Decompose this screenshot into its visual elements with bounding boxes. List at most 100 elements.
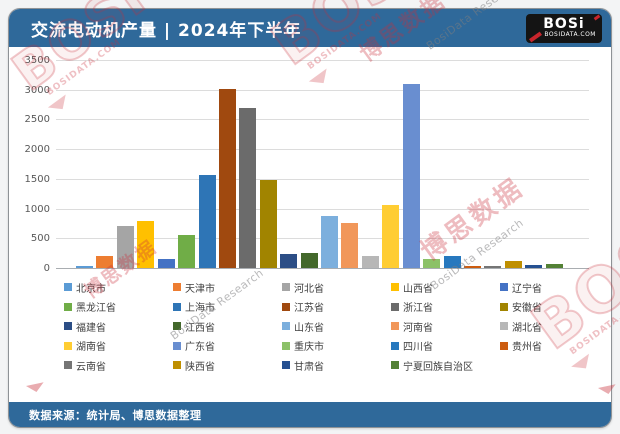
legend-label: 湖南省 — [76, 342, 106, 353]
bar — [137, 221, 155, 268]
legend-label: 上海市 — [185, 303, 215, 314]
y-axis-tick-label: 1500 — [24, 173, 50, 185]
gridline — [56, 60, 589, 61]
legend-item: 湖北省 — [500, 320, 609, 334]
legend-swatch — [282, 361, 290, 369]
legend-label: 云南省 — [76, 361, 106, 373]
gridline — [56, 119, 589, 121]
legend-item: 辽宁省 — [500, 281, 609, 295]
legend-label: 河南省 — [403, 322, 433, 334]
y-axis-tick-label: 2000 — [24, 144, 50, 156]
legend-label: 辽宁省 — [512, 283, 542, 295]
legend-swatch — [500, 302, 508, 311]
legend-swatch — [173, 302, 181, 311]
legend-item: 河北省 — [282, 281, 391, 295]
legend-item: 上海市 — [173, 301, 282, 314]
legend-item: 福建省 — [64, 320, 173, 334]
legend-swatch — [282, 322, 290, 330]
legend-swatch — [173, 322, 181, 330]
plot-area — [56, 60, 589, 269]
chart-area: 0 500 1000 1500 2000 2500 3000 3500 — [9, 47, 611, 279]
logo-slash-icon — [529, 31, 542, 42]
bar — [198, 175, 216, 268]
gridline — [56, 89, 589, 91]
y-axis-tick-label: 500 — [30, 233, 50, 245]
bar — [178, 235, 196, 268]
bar — [423, 258, 441, 268]
legend-swatch — [282, 341, 290, 350]
legend-swatch — [64, 361, 72, 369]
bar — [116, 226, 134, 268]
bar — [280, 254, 298, 268]
legend-label: 北京市 — [76, 283, 106, 295]
legend-label: 江西省 — [185, 322, 215, 334]
legend-label: 河北省 — [294, 283, 324, 295]
legend-item: 陕西省 — [173, 359, 282, 373]
legend-item: 天津市 — [173, 281, 282, 295]
legend-swatch — [173, 283, 181, 291]
bar — [321, 216, 339, 268]
legend-label: 广东省 — [185, 342, 215, 353]
legend-label: 山东省 — [294, 322, 324, 334]
logo-brand-text: BOSi — [543, 16, 585, 32]
gridline — [56, 149, 589, 151]
legend-swatch — [391, 322, 399, 330]
legend-item: 河南省 — [391, 320, 500, 334]
legend-item: 云南省 — [64, 359, 173, 373]
legend-item: 山西省 — [391, 281, 500, 295]
legend-label: 甘肃省 — [294, 361, 324, 373]
legend-item: 浙江省 — [391, 301, 500, 314]
legend-swatch — [500, 341, 508, 350]
logo-domain-text: BOSIDATA.COM — [544, 31, 596, 38]
bar — [239, 107, 257, 268]
legend-swatch — [64, 302, 72, 311]
legend-swatch — [391, 341, 399, 350]
data-source-text: 数据来源：统计局、博思数据整理 — [29, 408, 202, 422]
legend-label: 重庆市 — [294, 342, 324, 353]
bar — [218, 88, 236, 268]
bar — [259, 180, 277, 268]
legend-item: 广东省 — [173, 340, 282, 353]
chart-card: 交流电动机产量 | 2024年下半年 BOSi BOSIDATA.COM 0 50… — [8, 8, 612, 428]
bar — [341, 223, 359, 268]
bar — [484, 266, 502, 268]
legend-item: 江苏省 — [282, 301, 391, 314]
header: 交流电动机产量 | 2024年下半年 BOSi BOSIDATA.COM — [9, 9, 611, 47]
legend-item: 安徽省 — [500, 301, 609, 314]
legend-swatch — [391, 361, 399, 369]
legend-item: 宁夏回族自治区 — [391, 359, 500, 373]
bar — [443, 255, 461, 268]
bar — [157, 259, 175, 268]
gridline — [56, 268, 589, 269]
legend-swatch — [282, 302, 290, 311]
bar — [96, 256, 114, 268]
legend-label: 黑龙江省 — [76, 303, 116, 314]
legend: 北京市 天津市 河北省 山西省 辽宁省黑龙江省 上海市 江苏省 浙江省 安徽省福建省 江西省 山东省… — [64, 281, 609, 373]
y-axis: 0 500 1000 1500 2000 2500 3000 3500 — [9, 55, 50, 274]
legend-label: 贵州省 — [512, 342, 542, 353]
legend-swatch — [500, 283, 508, 291]
legend-label: 安徽省 — [512, 303, 542, 314]
y-axis-tick-label: 1000 — [24, 203, 50, 215]
legend-swatch — [391, 283, 399, 291]
y-axis-tick-label: 3000 — [24, 84, 50, 96]
footer: 数据来源：统计局、博思数据整理 — [9, 402, 611, 427]
legend-label: 宁夏回族自治区 — [403, 361, 473, 373]
legend-swatch — [391, 302, 399, 311]
bar — [464, 266, 482, 268]
legend-swatch — [64, 283, 72, 291]
legend-label: 江苏省 — [294, 303, 324, 314]
legend-label: 陕西省 — [185, 361, 215, 373]
bar — [402, 83, 420, 268]
gridline — [56, 208, 589, 210]
bar — [300, 253, 318, 268]
legend-item: 北京市 — [64, 281, 173, 295]
legend-item: 山东省 — [282, 320, 391, 334]
legend-item: 黑龙江省 — [64, 301, 173, 314]
legend-label: 四川省 — [403, 342, 433, 353]
bars-container — [76, 61, 563, 268]
bar — [76, 266, 93, 268]
bar — [361, 256, 379, 268]
y-axis-tick-label: 3500 — [24, 55, 50, 66]
